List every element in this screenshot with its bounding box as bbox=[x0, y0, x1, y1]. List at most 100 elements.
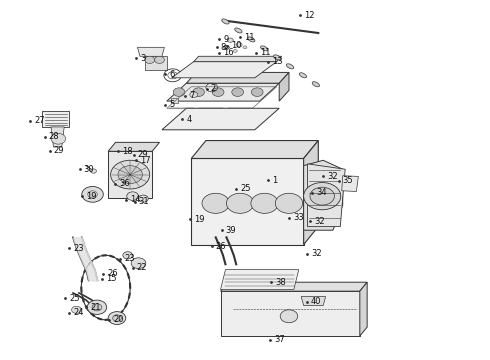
Circle shape bbox=[233, 49, 237, 52]
Circle shape bbox=[87, 300, 107, 315]
Polygon shape bbox=[342, 176, 358, 192]
Polygon shape bbox=[138, 47, 164, 56]
Text: 28: 28 bbox=[49, 132, 59, 141]
Text: 25: 25 bbox=[69, 294, 79, 303]
Ellipse shape bbox=[222, 19, 229, 24]
Circle shape bbox=[236, 42, 242, 47]
Circle shape bbox=[212, 88, 224, 96]
Text: 11: 11 bbox=[260, 48, 270, 57]
Circle shape bbox=[139, 195, 148, 202]
Polygon shape bbox=[360, 282, 367, 336]
Circle shape bbox=[127, 192, 139, 201]
Text: 33: 33 bbox=[293, 213, 304, 222]
Text: 14: 14 bbox=[130, 195, 141, 204]
Text: 19: 19 bbox=[194, 215, 204, 224]
Circle shape bbox=[232, 88, 244, 96]
Text: 18: 18 bbox=[122, 147, 132, 156]
Circle shape bbox=[314, 190, 331, 203]
Text: 37: 37 bbox=[274, 335, 285, 344]
Ellipse shape bbox=[299, 73, 307, 78]
Text: 24: 24 bbox=[73, 308, 83, 317]
Text: 10: 10 bbox=[231, 41, 242, 50]
Ellipse shape bbox=[312, 82, 319, 87]
Text: 38: 38 bbox=[275, 278, 286, 287]
Text: 39: 39 bbox=[225, 226, 236, 235]
Circle shape bbox=[51, 134, 66, 144]
Text: 3: 3 bbox=[140, 54, 146, 63]
Polygon shape bbox=[191, 158, 304, 244]
Text: 26: 26 bbox=[107, 269, 118, 278]
Circle shape bbox=[310, 187, 334, 205]
Text: 21: 21 bbox=[90, 303, 100, 312]
Circle shape bbox=[251, 88, 263, 96]
Text: 26: 26 bbox=[216, 242, 226, 251]
Polygon shape bbox=[304, 140, 318, 244]
Text: 23: 23 bbox=[124, 255, 135, 264]
Text: 32: 32 bbox=[311, 249, 321, 258]
Circle shape bbox=[275, 193, 303, 213]
Circle shape bbox=[227, 38, 233, 42]
Circle shape bbox=[243, 46, 247, 49]
Polygon shape bbox=[42, 111, 69, 127]
Text: 35: 35 bbox=[343, 176, 353, 185]
Text: 19: 19 bbox=[86, 192, 97, 201]
Circle shape bbox=[113, 315, 122, 321]
Text: 8: 8 bbox=[220, 43, 226, 52]
Text: 23: 23 bbox=[73, 244, 84, 253]
Text: 17: 17 bbox=[140, 156, 150, 165]
Text: 20: 20 bbox=[113, 315, 123, 324]
Polygon shape bbox=[108, 142, 159, 151]
Polygon shape bbox=[279, 72, 289, 101]
Circle shape bbox=[72, 306, 81, 314]
Polygon shape bbox=[51, 127, 64, 147]
Circle shape bbox=[193, 88, 204, 96]
Text: 29: 29 bbox=[53, 146, 64, 155]
Text: 12: 12 bbox=[304, 10, 314, 19]
Circle shape bbox=[226, 193, 254, 213]
Circle shape bbox=[145, 56, 155, 63]
Circle shape bbox=[173, 88, 185, 96]
Text: 34: 34 bbox=[316, 188, 326, 197]
Text: 5: 5 bbox=[169, 100, 174, 109]
Text: 6: 6 bbox=[169, 70, 174, 79]
Polygon shape bbox=[172, 62, 277, 78]
Text: 7: 7 bbox=[189, 91, 194, 100]
Circle shape bbox=[91, 169, 97, 173]
Circle shape bbox=[155, 56, 164, 63]
Circle shape bbox=[190, 92, 197, 98]
Circle shape bbox=[251, 193, 278, 213]
Ellipse shape bbox=[273, 55, 281, 60]
Circle shape bbox=[118, 166, 143, 184]
Circle shape bbox=[108, 312, 126, 324]
Text: 22: 22 bbox=[137, 264, 147, 273]
Polygon shape bbox=[167, 83, 279, 101]
Circle shape bbox=[111, 160, 150, 189]
Text: 30: 30 bbox=[84, 165, 95, 174]
Text: 4: 4 bbox=[186, 114, 192, 123]
Text: 9: 9 bbox=[223, 35, 228, 44]
Circle shape bbox=[280, 310, 298, 323]
Text: 27: 27 bbox=[34, 116, 45, 125]
Polygon shape bbox=[220, 282, 367, 291]
Circle shape bbox=[120, 177, 128, 183]
Text: 13: 13 bbox=[272, 57, 283, 66]
Ellipse shape bbox=[247, 37, 255, 42]
Text: 1: 1 bbox=[272, 176, 277, 185]
Text: 29: 29 bbox=[138, 150, 148, 159]
Circle shape bbox=[123, 252, 133, 259]
Polygon shape bbox=[220, 291, 360, 336]
Text: 36: 36 bbox=[119, 179, 130, 188]
Text: 40: 40 bbox=[311, 297, 321, 306]
Circle shape bbox=[82, 186, 103, 202]
Polygon shape bbox=[304, 160, 343, 230]
Ellipse shape bbox=[286, 64, 294, 69]
Polygon shape bbox=[186, 72, 289, 83]
Ellipse shape bbox=[235, 28, 242, 33]
Polygon shape bbox=[308, 164, 345, 226]
Circle shape bbox=[131, 258, 146, 269]
Text: 31: 31 bbox=[139, 197, 149, 206]
Ellipse shape bbox=[261, 46, 268, 51]
Text: 32: 32 bbox=[327, 172, 338, 181]
Text: 25: 25 bbox=[240, 184, 250, 193]
Polygon shape bbox=[108, 151, 152, 198]
